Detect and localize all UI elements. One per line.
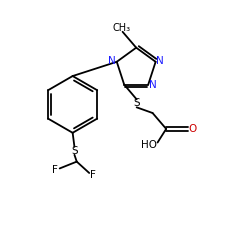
Text: HO: HO <box>141 140 157 150</box>
Text: S: S <box>134 99 140 109</box>
Text: N: N <box>156 56 164 66</box>
Text: F: F <box>52 165 58 175</box>
Text: S: S <box>71 146 78 156</box>
Text: CH₃: CH₃ <box>112 23 131 33</box>
Text: N: N <box>108 56 116 66</box>
Text: F: F <box>90 170 96 180</box>
Text: N: N <box>149 80 157 90</box>
Text: O: O <box>189 124 197 134</box>
